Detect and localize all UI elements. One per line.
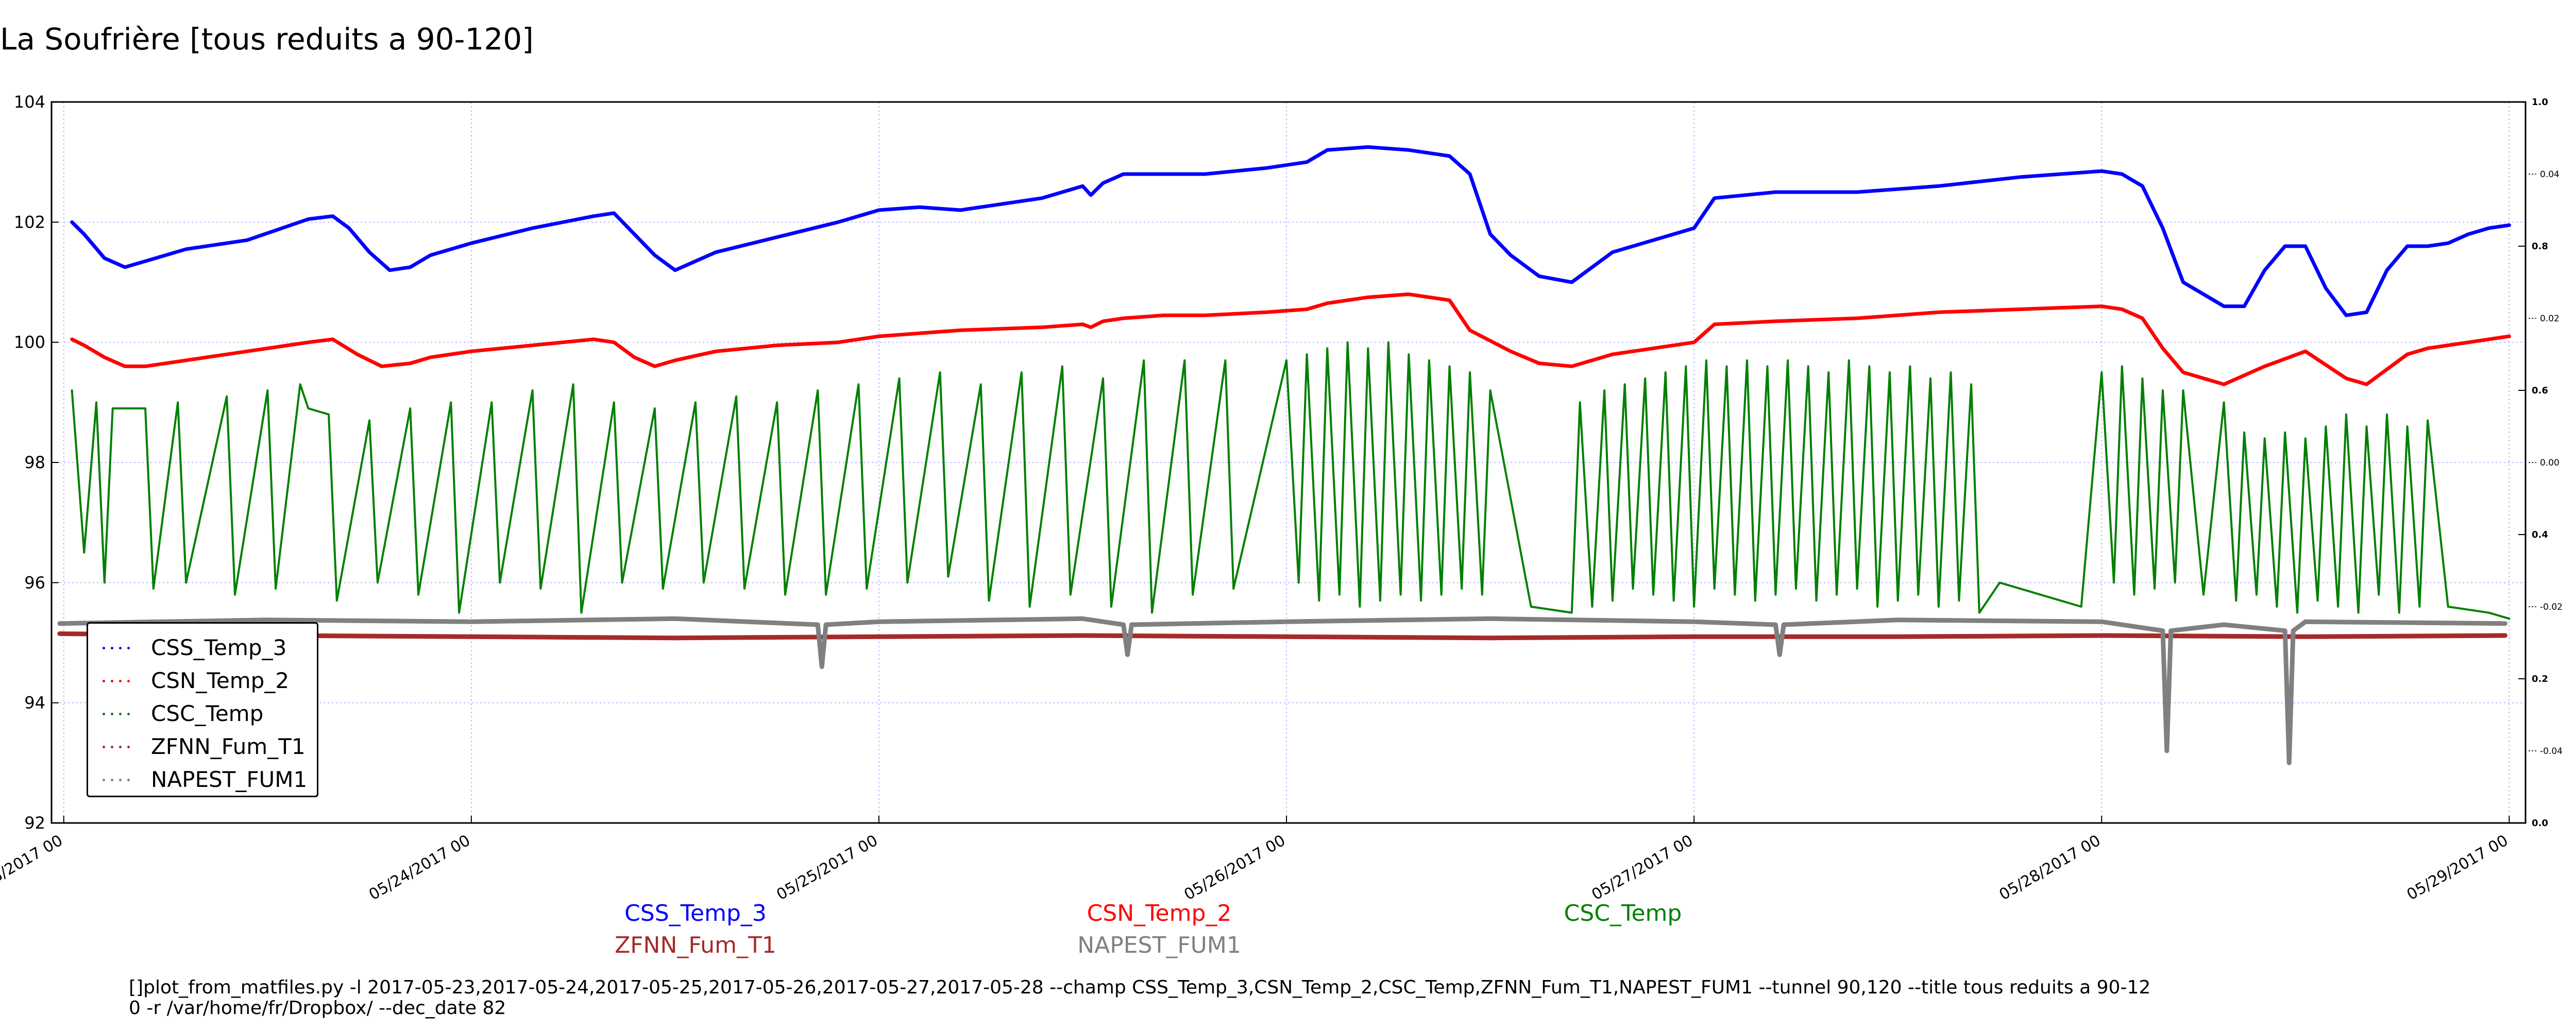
legend-swatch-icon [99,708,135,720]
legend-dot [111,713,113,715]
y-tick-label: 100 [14,333,45,352]
y-tick-label: 98 [24,453,45,472]
legend-dot [111,779,113,781]
y-tick-label: 94 [24,693,45,713]
legend-dot [103,647,105,649]
footer-label-csn-temp-2: CSN_Temp_2 [1087,900,1232,926]
x-tick-label: 05/23/2017 00 [0,832,66,904]
right-outer-tick-label: 0.2 [2532,674,2548,684]
series-line-napest-fum1 [57,616,2507,765]
series-line-csc-temp [71,341,2511,620]
legend-dot [119,647,122,649]
x-tick-label: 05/28/2017 00 [1996,832,2104,904]
legend-swatch-icon [99,741,135,753]
command-line-1: []plot_from_matfiles.py -l 2017-05-23,20… [129,977,2151,998]
right-inner-tick-label: 0.02 [2540,314,2560,324]
x-tick-label: 05/25/2017 00 [773,832,881,904]
legend-label: ZFNN_Fum_T1 [151,734,306,759]
legend-dot [111,647,113,649]
legend-dot [103,680,105,682]
series-line-css-temp-3 [70,145,2511,317]
legend-dot [103,746,105,748]
footer-label-napest-fum1: NAPEST_FUM1 [1077,932,1241,958]
right-outer-tick-label: 0.4 [2532,529,2548,540]
legend-swatch-icon [99,675,135,688]
legend-dot [103,779,105,781]
x-tick-label: 05/29/2017 00 [2404,832,2512,904]
right-inner-tick-label: -0.04 [2540,746,2563,757]
legend-dot [119,680,122,682]
footer-label-css-temp-3: CSS_Temp_3 [624,900,767,926]
legend-dot [111,746,113,748]
right-inner-tick-label: 0.00 [2540,458,2560,468]
legend-dot [111,680,113,682]
right-outer-tick-label: 0.8 [2532,241,2548,252]
x-tick-label: 05/24/2017 00 [366,832,473,904]
command-line-2: 0 -r /var/home/fr/Dropbox/ --dec_date 82 [129,998,506,1019]
y-tick-label: 104 [14,92,45,112]
right-inner-tick-label: 0.04 [2540,169,2560,180]
legend-label: CSC_Temp [151,701,264,726]
legend-dot [103,713,105,715]
x-tick-label: 05/26/2017 00 [1181,832,1289,904]
legend-dot [127,779,130,781]
legend-swatch-icon [99,774,135,786]
legend-label: CSS_Temp_3 [151,635,287,660]
legend-dot [119,746,122,748]
legend-label: NAPEST_FUM1 [151,767,308,792]
legend-dot [127,746,130,748]
legend-swatch-icon [99,642,135,655]
y-tick-label: 96 [24,573,45,592]
right-outer-tick-label: 1.0 [2532,97,2548,108]
legend-dot [119,779,122,781]
legend: CSS_Temp_3 CSN_Temp_2 CSC_Temp ZFNN_Fum_… [87,622,318,797]
y-tick-label: 92 [24,813,45,833]
legend-label: CSN_Temp_2 [151,668,290,693]
page-title: La Soufrière [tous reduits a 90-120] [0,22,534,57]
series-line-zfnn-fum-t1 [57,631,2507,641]
legend-dot [127,680,130,682]
legend-dot [127,647,130,649]
series-layer [57,145,2511,765]
x-tick-label: 05/27/2017 00 [1589,832,1697,904]
footer-label-zfnn-fum-t1: ZFNN_Fum_T1 [615,932,776,958]
right-outer-tick-label: 0.6 [2532,385,2548,396]
footer-label-csc-temp: CSC_Temp [1564,900,1682,926]
legend-dot [127,713,130,715]
legend-dot [119,713,122,715]
y-tick-label: 102 [14,212,45,232]
right-outer-tick-label: 0.0 [2532,818,2548,829]
series-line-csn-temp-2 [70,292,2511,386]
right-inner-tick-label: -0.02 [2540,602,2563,612]
